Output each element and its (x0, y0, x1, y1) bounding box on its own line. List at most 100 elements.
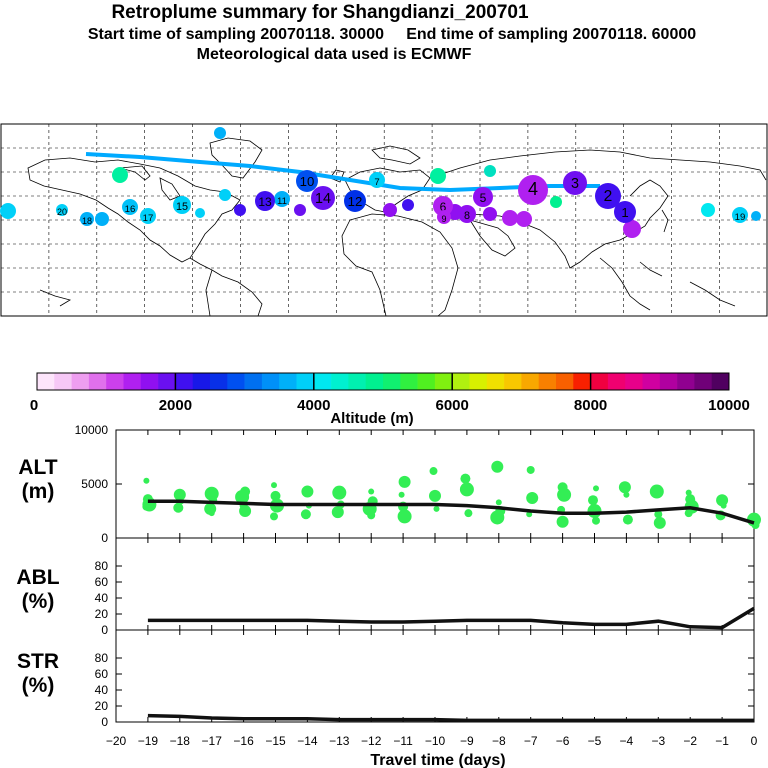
panel-ytick-label: 10000 (75, 423, 109, 437)
plume-cluster: 18 (80, 212, 94, 226)
colorbar-swatch (573, 373, 591, 390)
colorbar-swatch (296, 373, 315, 390)
panel-ytick-label: 60 (95, 575, 109, 589)
alt-cluster-point (143, 477, 150, 484)
alt-cluster-point (398, 475, 411, 488)
plume-cluster-label: 7 (374, 177, 379, 188)
plume-cluster: 10 (296, 170, 318, 192)
plume-cluster: 8 (458, 205, 476, 223)
colorbar-frame (36, 372, 730, 391)
plume-cluster: 2 (595, 183, 621, 209)
panel-ylabel: (m) (22, 480, 55, 503)
alt-cluster-point (270, 512, 278, 521)
panel-ylabel: STR (17, 650, 59, 673)
alt-cluster-point (490, 510, 505, 525)
alt-cluster-point (398, 491, 405, 498)
xaxis-label: Travel time (days) (370, 752, 505, 768)
alt-cluster-point (491, 460, 504, 473)
plume-cluster-label: 2 (604, 188, 613, 205)
plume-cluster-marker (195, 208, 205, 218)
plume-cluster-label: 10 (300, 174, 315, 189)
plume-cluster: 17 (140, 208, 156, 224)
xaxis-tick-label: −6 (556, 734, 570, 748)
alt-cluster-point (618, 481, 631, 494)
colorbar-tick-label: 6000 (436, 397, 469, 414)
plume-track-line (85, 152, 600, 193)
plume-cluster-circle (296, 170, 318, 192)
plume-cluster-circle (80, 212, 94, 226)
panel-ytick-label: 40 (95, 683, 109, 697)
colorbar-swatch (210, 373, 228, 390)
alt-cluster-point (239, 505, 252, 517)
colorbar-swatch (521, 373, 539, 390)
alt-cluster-point (173, 502, 184, 513)
plume-cluster-circle (458, 205, 476, 223)
colorbar-swatch (365, 373, 384, 390)
panel-ytick-label: 5000 (81, 477, 108, 491)
plume-cluster: 1 (614, 201, 636, 223)
plume-cluster: 12 (344, 190, 366, 212)
plume-cluster-marker (234, 204, 246, 216)
xaxis-tick-label: −16 (233, 734, 254, 748)
alt-cluster-point (495, 499, 502, 506)
alt-cluster-point (720, 502, 727, 509)
plume-cluster-marker (751, 211, 761, 221)
colorbar-swatch (400, 373, 418, 390)
xaxis-tick-label: 0 (751, 734, 758, 748)
colorbar-swatch (331, 373, 349, 390)
plume-cluster-marker (214, 127, 226, 139)
colorbar-swatch (607, 373, 626, 390)
alt-median-line (147, 499, 755, 525)
panel-ylabel: ABL (16, 566, 59, 589)
plume-cluster-label: 20 (57, 207, 67, 217)
plume-cluster: 19 (732, 207, 748, 223)
plume-cluster-circle (311, 186, 335, 210)
plume-cluster-label: 3 (571, 176, 579, 192)
xaxis-tick-label: −17 (202, 734, 223, 748)
plume-cluster-marker (95, 212, 109, 226)
colorbar-swatch (158, 373, 176, 390)
plume-cluster-marker (402, 199, 414, 211)
alt-cluster-point (433, 505, 440, 512)
alt-cluster-point (593, 485, 599, 492)
alt-cluster-point (587, 504, 602, 518)
plume-cluster-label: 14 (315, 191, 331, 207)
plume-cluster: 3 (563, 171, 587, 195)
colorbar-swatch (659, 373, 678, 390)
alt-cluster-point (235, 489, 250, 504)
plume-cluster-marker (483, 207, 497, 221)
colorbar-swatch (71, 373, 90, 390)
str-line (147, 713, 754, 723)
colorbar-swatch (590, 373, 609, 390)
alt-cluster-point (270, 490, 281, 501)
panel-str: 80 60 40 20 0 STR(%) (17, 629, 755, 729)
plume-cluster: 4 (518, 175, 548, 205)
colorbar-swatch (227, 373, 245, 390)
xaxis-tick-label: −14 (297, 734, 318, 748)
plume-track (85, 152, 600, 193)
plume-cluster-circle (173, 196, 191, 214)
colorbar-swatch (279, 373, 297, 390)
plume-cluster: 20 (56, 204, 68, 217)
plume-cluster: 11 (274, 191, 290, 207)
xaxis-tick-label: −3 (651, 734, 665, 748)
plume-cluster-marker (516, 211, 532, 227)
plume-cluster-label: 6 (440, 200, 447, 214)
panel-ytick-label: 20 (95, 699, 109, 713)
panel-ytick-label: 40 (95, 591, 109, 605)
xaxis-tick-label: −10 (425, 734, 446, 748)
plume-cluster: 5 (473, 187, 493, 207)
plume-cluster-marker (484, 165, 496, 177)
plume-cluster-label: 1 (621, 205, 628, 220)
plume-cluster-marker (623, 220, 641, 238)
plume-cluster-circle (255, 191, 275, 211)
alt-cluster-point (588, 495, 598, 506)
plume-cluster: 7 (369, 172, 385, 188)
plume-cluster-circle (437, 210, 451, 224)
colorbar-swatch (486, 373, 505, 390)
colorbar-swatch (694, 373, 712, 390)
alt-cluster-point (623, 491, 630, 498)
panel-ytick-label: 20 (95, 607, 109, 621)
